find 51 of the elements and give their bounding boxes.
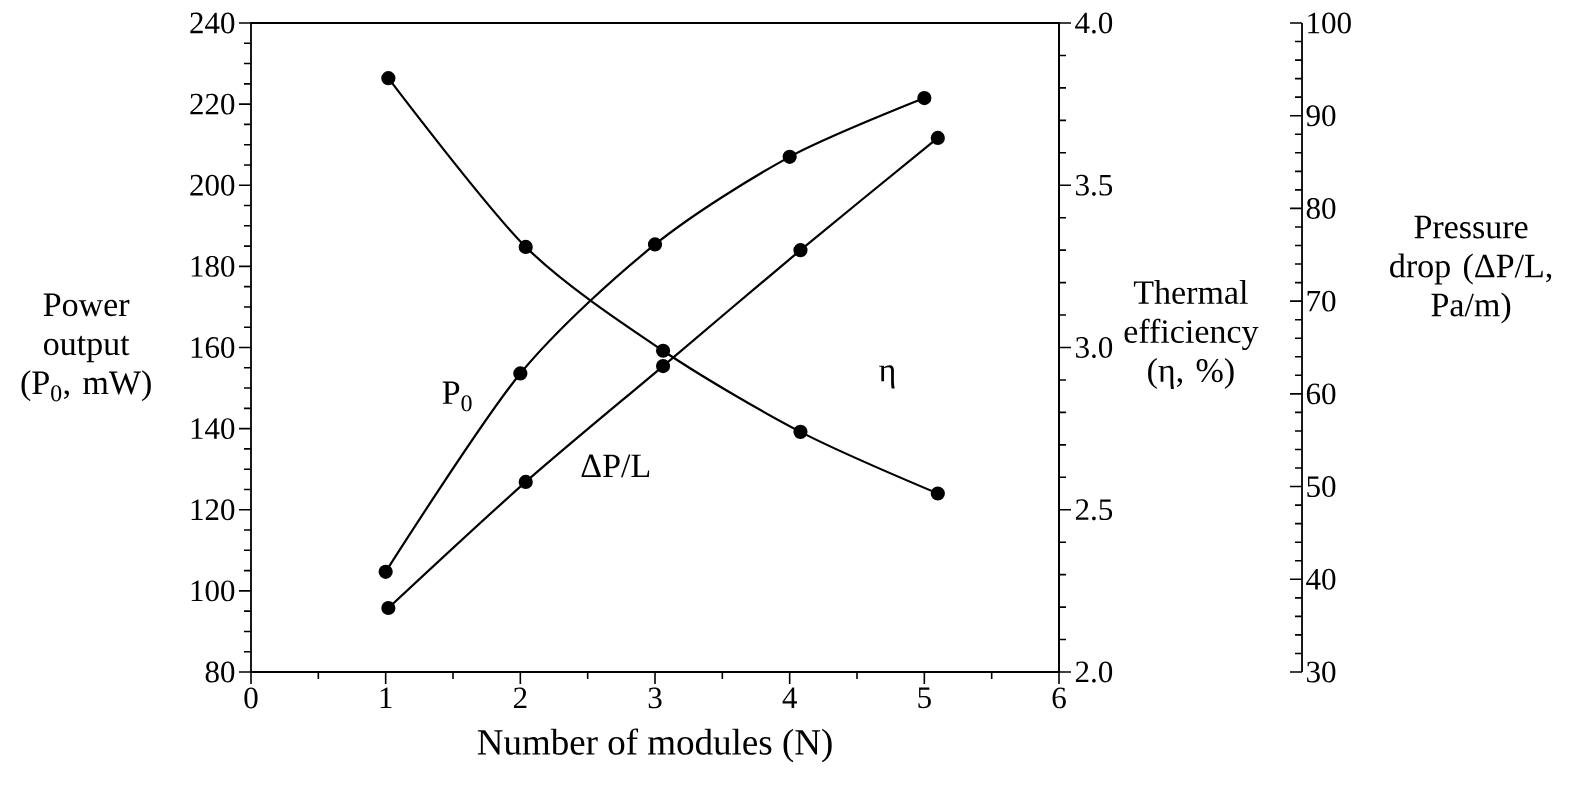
y3-tick-label: 40	[1306, 568, 1336, 590]
y3-tick-label: 100	[1308, 12, 1351, 34]
text: η	[879, 365, 895, 389]
point	[647, 237, 663, 252]
point	[381, 71, 396, 86]
y-tick-label: 200	[190, 174, 235, 196]
point	[518, 239, 533, 254]
point	[930, 130, 945, 146]
y-tick-label: 140	[191, 418, 235, 440]
y3-tick-label: 70	[1307, 290, 1336, 312]
point	[655, 343, 671, 358]
y3-tick-label: 80	[1306, 197, 1336, 219]
point	[917, 90, 932, 106]
x-axis-title: Number of modules (N)	[477, 728, 832, 763]
x-tick-label: 2	[513, 687, 527, 709]
series-label: P$_{0}$	[442, 381, 472, 412]
x-tick-label: 6	[1052, 687, 1066, 709]
y2-tick-label: 3.0	[1076, 336, 1113, 359]
y2-tick-label: 3.5	[1076, 174, 1113, 196]
y3-axis-title: Pressure drop (ΔP/L, Pa/m)	[1390, 215, 1552, 324]
y-tick-label: 80	[205, 661, 235, 683]
y-tick-label: 180	[191, 255, 235, 277]
point	[513, 366, 528, 381]
y3-tick-label: 60	[1306, 383, 1336, 405]
y-tick-label: 100	[191, 580, 235, 602]
x-tick-label: 0	[244, 687, 258, 709]
x-tick-label: 4	[782, 687, 797, 708]
y2-tick-label: 4.0	[1075, 12, 1113, 34]
point	[518, 474, 533, 490]
y3-tick-label: 50	[1307, 476, 1336, 498]
x-tick-label: 5	[918, 687, 931, 709]
y2-tick-label: 2.0	[1075, 661, 1113, 683]
point	[930, 486, 945, 501]
point	[655, 358, 671, 374]
y-tick-label: 120	[191, 499, 235, 521]
point	[793, 424, 808, 439]
x-tick-label: 1	[380, 687, 392, 708]
point	[793, 243, 808, 258]
y3-tick-label: 30	[1307, 661, 1336, 683]
y-tick-label: 220	[190, 93, 235, 115]
point	[378, 564, 393, 579]
series-label: ΔP/L	[581, 454, 650, 478]
y-axis-title: Power output (P$_{0}$, mW)	[21, 293, 151, 402]
y-tick-label: 160	[191, 337, 235, 358]
y2-tick-label: 2.5	[1075, 499, 1113, 521]
x-tick-label: 3	[648, 687, 662, 709]
point	[381, 600, 396, 616]
y2-axis-title: Thermal efficiency (η, %)	[1124, 280, 1259, 389]
point	[782, 149, 797, 164]
y3-tick-label: 90	[1306, 105, 1336, 127]
y-tick-label: 240	[190, 12, 235, 34]
